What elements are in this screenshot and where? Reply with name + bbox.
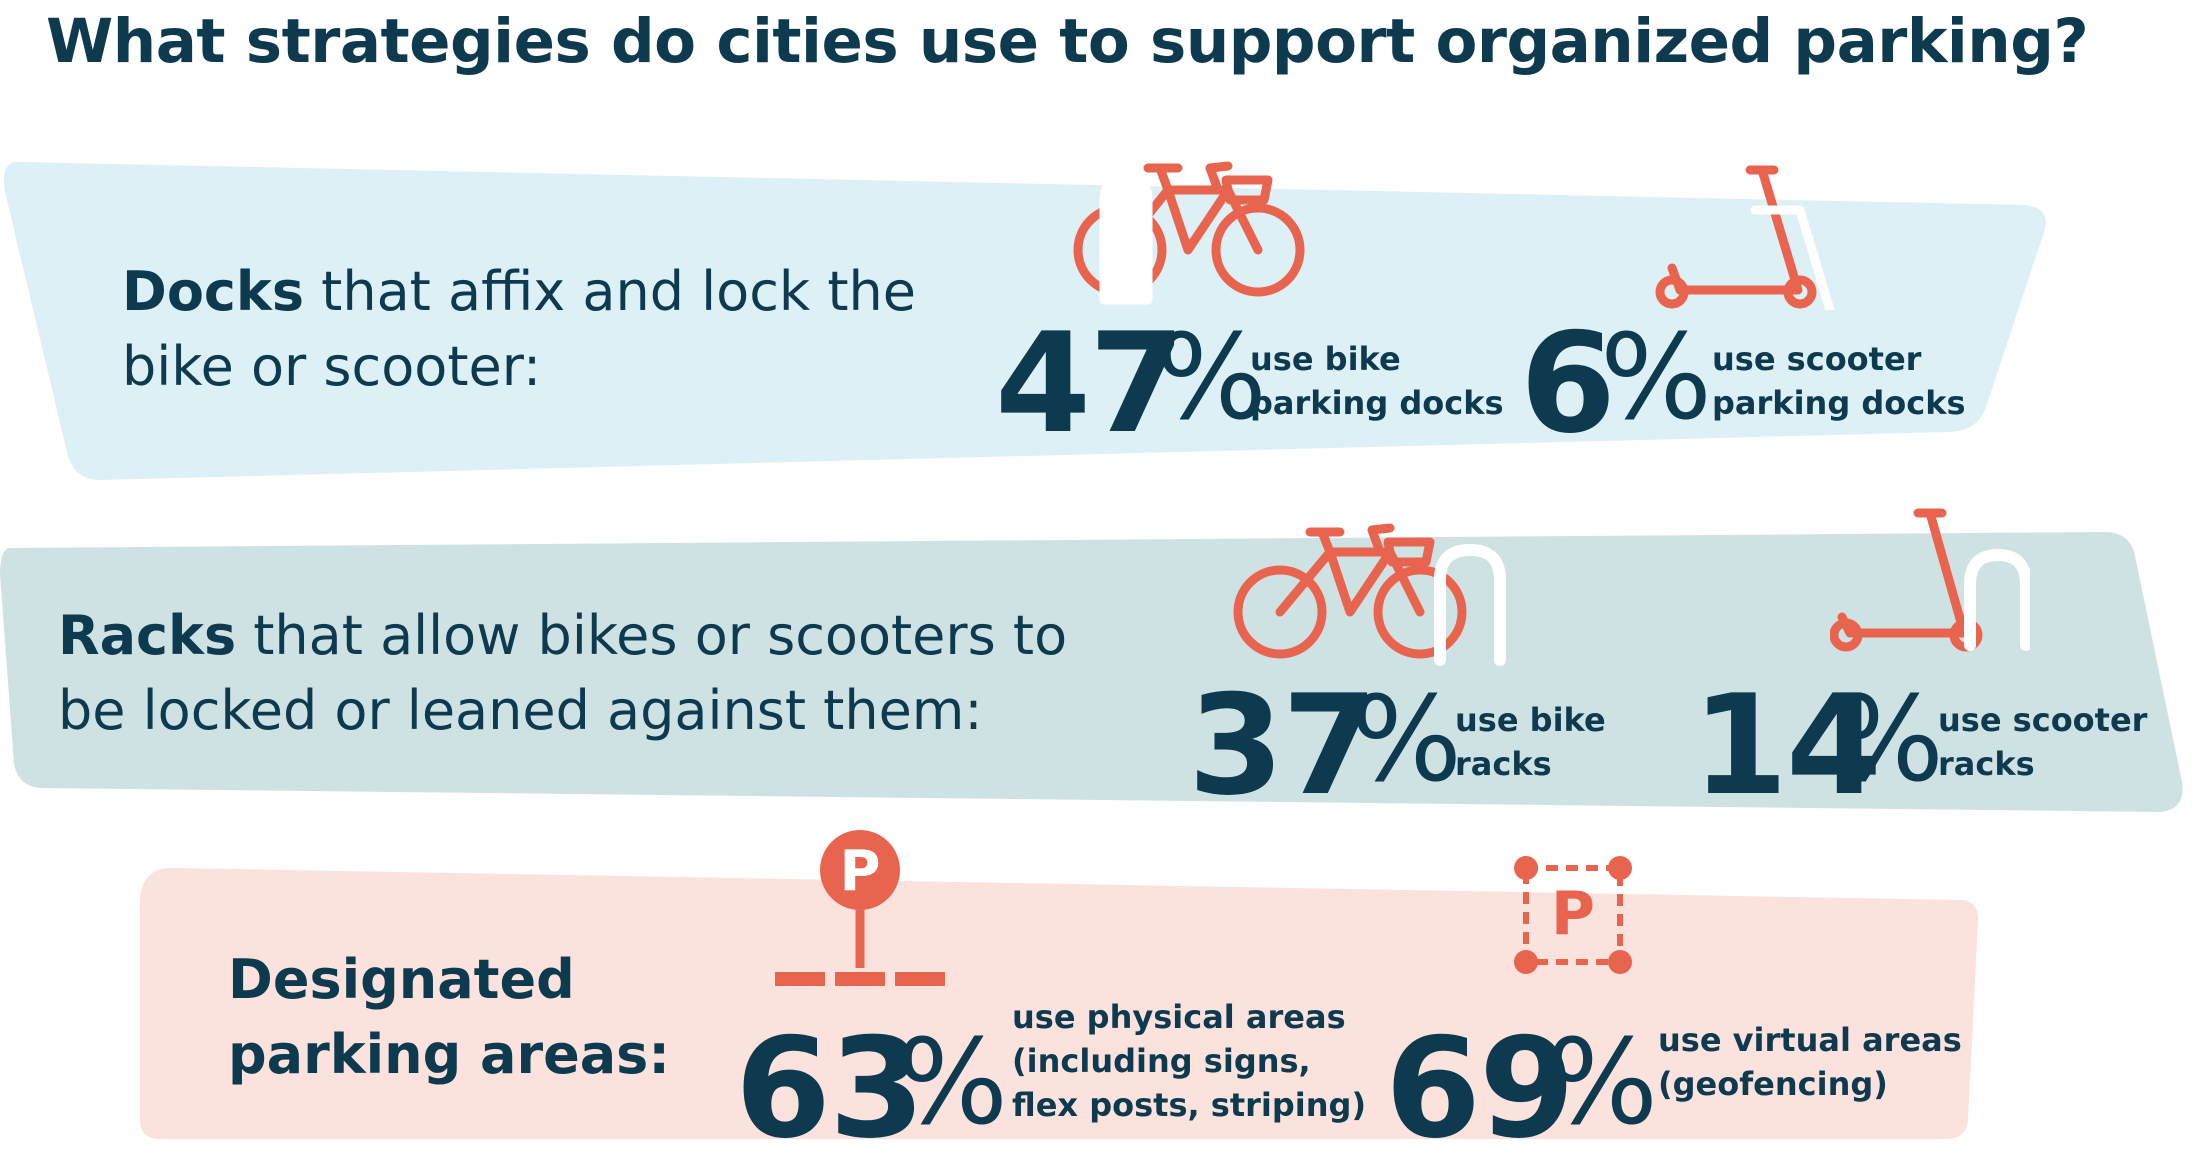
geofence-parking-icon: P — [1514, 856, 1632, 974]
background-bands — [0, 161, 2183, 1139]
stat-value: 69 — [1385, 1008, 1575, 1169]
stat-value: 37 — [1188, 665, 1378, 826]
stat-description: use scooter racks — [1938, 698, 2147, 786]
stat-description-line: use bike — [1250, 340, 1401, 378]
racks-label-line2: be locked or leaned against them: — [58, 679, 983, 742]
stat-description-line: flex posts, striping) — [1012, 1086, 1367, 1124]
docks-band — [4, 161, 2046, 480]
bike-rack-icon — [1233, 523, 1506, 666]
parking-pin-icon: P — [775, 830, 945, 986]
stat-description-line: (including signs, — [1012, 1042, 1311, 1080]
scooter-dock-icon — [1655, 165, 1835, 310]
bike-dock-icon — [1073, 161, 1305, 305]
racks-band — [0, 532, 2183, 812]
stat-description: use scooter parking docks — [1712, 337, 1966, 425]
stat-value: 14 — [1692, 665, 1882, 826]
racks-label-bold: Racks — [58, 604, 237, 667]
scooter-rack-icon — [1830, 508, 2030, 652]
areas-label-line2: parking areas: — [228, 1023, 670, 1086]
docks-label: Docks that affix and lock the bike or sc… — [122, 254, 916, 404]
parking-pin-letter: P — [839, 839, 880, 904]
percent-sign: % — [896, 1013, 1008, 1151]
stat-value: 6 — [1520, 303, 1616, 464]
percent-sign: % — [1155, 308, 1267, 446]
stat-description-line: racks — [1938, 745, 2035, 783]
stat-description: use physical areas (including signs, fle… — [1012, 995, 1366, 1127]
racks-label-rest: that allow bikes or scooters to — [236, 604, 1068, 667]
racks-label: Racks that allow bikes or scooters to be… — [58, 598, 1067, 748]
docks-label-bold: Docks — [122, 260, 304, 323]
stat-description: use bike parking docks — [1250, 337, 1504, 425]
stat-description-line: use bike — [1455, 701, 1606, 739]
geofence-letter: P — [1551, 879, 1595, 949]
stat-description: use bike racks — [1455, 698, 1606, 786]
stat-description-line: use scooter — [1712, 340, 1922, 378]
page-title: What strategies do cities use to support… — [46, 6, 2089, 77]
docks-label-rest: that affix and lock the — [304, 260, 916, 323]
percent-sign: % — [1832, 670, 1944, 808]
stat-description-line: use scooter — [1938, 701, 2148, 739]
docks-label-line2: bike or scooter: — [122, 335, 542, 398]
stat-description-line: parking docks — [1712, 384, 1966, 422]
stat-description-line: parking docks — [1250, 384, 1504, 422]
stat-value: 47 — [995, 303, 1185, 464]
percent-sign: % — [1350, 670, 1462, 808]
stat-description-line: racks — [1455, 745, 1552, 783]
areas-label-line1: Designated — [228, 948, 575, 1011]
areas-label: Designated parking areas: — [228, 942, 670, 1092]
percent-sign: % — [1600, 308, 1712, 446]
stat-value: 63 — [735, 1008, 925, 1169]
percent-sign: % — [1546, 1013, 1658, 1151]
stat-description-line: (geofencing) — [1658, 1065, 1888, 1103]
areas-band — [140, 867, 1979, 1139]
stat-description-line: use virtual areas — [1658, 1021, 1962, 1059]
stat-description: use virtual areas (geofencing) — [1658, 1018, 1962, 1106]
stat-description-line: use physical areas — [1012, 998, 1346, 1036]
